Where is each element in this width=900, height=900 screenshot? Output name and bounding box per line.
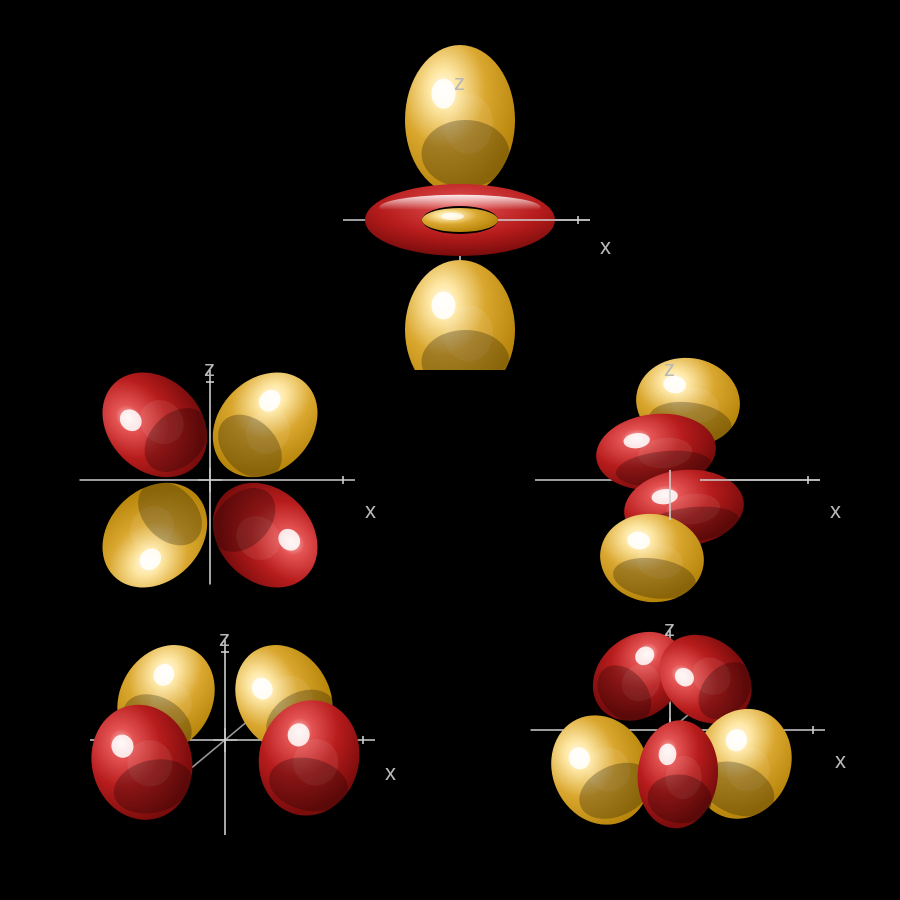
orbital-dxy: zx — [510, 610, 860, 890]
axis-label-x: x — [830, 498, 841, 524]
axis-label-x: x — [385, 760, 396, 786]
axis-label-z: z — [454, 70, 465, 96]
orbital-dyz: zx — [520, 335, 850, 615]
axis-label-z: z — [664, 616, 675, 642]
axis-label-x: x — [365, 498, 376, 524]
axis-label-x: x — [600, 234, 611, 260]
axis-label-x: x — [835, 748, 846, 774]
axis-label-z: z — [664, 356, 675, 382]
orbital-dxz: zx — [55, 335, 385, 615]
axis-label-z: z — [219, 626, 230, 652]
orbital-dz2: zx — [300, 30, 620, 370]
orbital-dx2y2: zx — [65, 610, 405, 890]
orbital-figure: zxzxzxzxzx — [0, 0, 900, 900]
axis-label-z: z — [204, 356, 215, 382]
